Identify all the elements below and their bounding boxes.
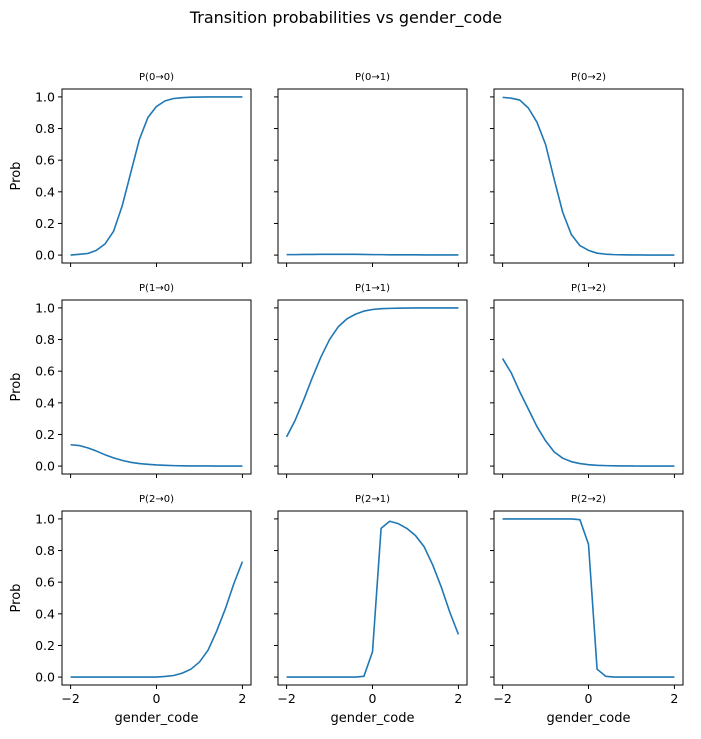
subplot: P(2→0) −2 0 2 0.0 0.2 0.4 0.6 0.8 1.0 Prob gender_c… [9, 494, 252, 726]
series-line [70, 443, 243, 467]
subplot: P(1→0) 0.0 0.2 0.4 0.6 0.8 1.0 Prob [9, 283, 252, 478]
x-tick-label: −2 [493, 691, 511, 706]
y-axis-label: Prob [9, 584, 24, 613]
y-tick-label: 1.0 [35, 300, 55, 315]
series-line [286, 520, 460, 678]
series-line [286, 253, 459, 256]
x-axis-label: gender_code [547, 711, 631, 726]
subplot-title: P(0→2) [571, 72, 606, 83]
y-tick-label: 0.2 [35, 638, 55, 653]
x-axis-label: gender_code [331, 711, 415, 726]
subplot: P(2→1) −2 0 2 gender_code [274, 494, 468, 726]
series-line [502, 518, 675, 678]
y-tick-label: 0.4 [35, 606, 55, 621]
y-tick-label: 0.4 [35, 184, 55, 199]
y-axis-label: Prob [9, 373, 24, 402]
y-tick-label: 0.0 [35, 670, 55, 685]
x-tick-label: 2 [238, 691, 246, 706]
y-tick-label: 0.8 [35, 121, 55, 136]
x-tick-label: 2 [670, 691, 678, 706]
subplot-title: P(0→0) [139, 72, 174, 83]
series-line [502, 96, 675, 256]
figure-title: Transition probabilities vs gender_code [189, 8, 502, 28]
subplot-title: P(1→1) [355, 283, 390, 294]
x-axis-label: gender_code [115, 711, 199, 726]
series-line [70, 561, 244, 678]
x-tick-label: 0 [369, 691, 377, 706]
y-tick-label: 0.0 [35, 459, 55, 474]
subplot: P(2→2) −2 0 2 gender_code [490, 494, 684, 726]
subplot-grid: P(0→0) 0.0 0.2 0.4 0.6 0.8 1.0 Prob P(0→1) P(0→2)… [9, 72, 684, 726]
y-tick-label: 0.2 [35, 216, 55, 231]
x-tick-label: 0 [153, 691, 161, 706]
y-tick-label: 0.8 [35, 332, 55, 347]
y-tick-label: 0.0 [35, 248, 55, 263]
plot-frame [61, 510, 252, 686]
subplot-title: P(1→0) [139, 283, 174, 294]
plot-frame [493, 510, 684, 686]
x-tick-label: 2 [454, 691, 462, 706]
y-tick-label: 0.4 [35, 395, 55, 410]
plot-frame [277, 510, 468, 686]
series-line [501, 358, 675, 467]
plot-frame [493, 299, 684, 475]
y-tick-label: 0.6 [35, 153, 55, 168]
plot-frame [61, 88, 252, 264]
subplot: P(1→2) [490, 283, 684, 478]
plot-frame [277, 88, 468, 264]
subplot: P(0→2) [490, 72, 684, 267]
plot-frame [277, 299, 468, 475]
subplot-title: P(2→0) [139, 494, 174, 505]
subplot: P(1→1) [274, 283, 468, 478]
x-tick-label: −2 [61, 691, 79, 706]
x-tick-label: 0 [585, 691, 593, 706]
y-tick-label: 0.2 [35, 427, 55, 442]
y-tick-label: 0.6 [35, 364, 55, 379]
subplot-title: P(2→1) [355, 494, 390, 505]
y-tick-label: 1.0 [35, 89, 55, 104]
subplot-title: P(2→2) [571, 494, 606, 505]
y-axis-label: Prob [9, 162, 24, 191]
y-tick-label: 0.6 [35, 575, 55, 590]
series-line [70, 96, 243, 256]
y-tick-label: 0.8 [35, 543, 55, 558]
subplot: P(0→1) [274, 72, 468, 267]
plot-frame [493, 88, 684, 264]
x-tick-label: −2 [277, 691, 295, 706]
subplot-title: P(1→2) [571, 283, 606, 294]
plot-frame [61, 299, 252, 475]
series-line [285, 307, 459, 438]
subplot-title: P(0→1) [355, 72, 390, 83]
subplot: P(0→0) 0.0 0.2 0.4 0.6 0.8 1.0 Prob [9, 72, 252, 267]
y-tick-label: 1.0 [35, 511, 55, 526]
